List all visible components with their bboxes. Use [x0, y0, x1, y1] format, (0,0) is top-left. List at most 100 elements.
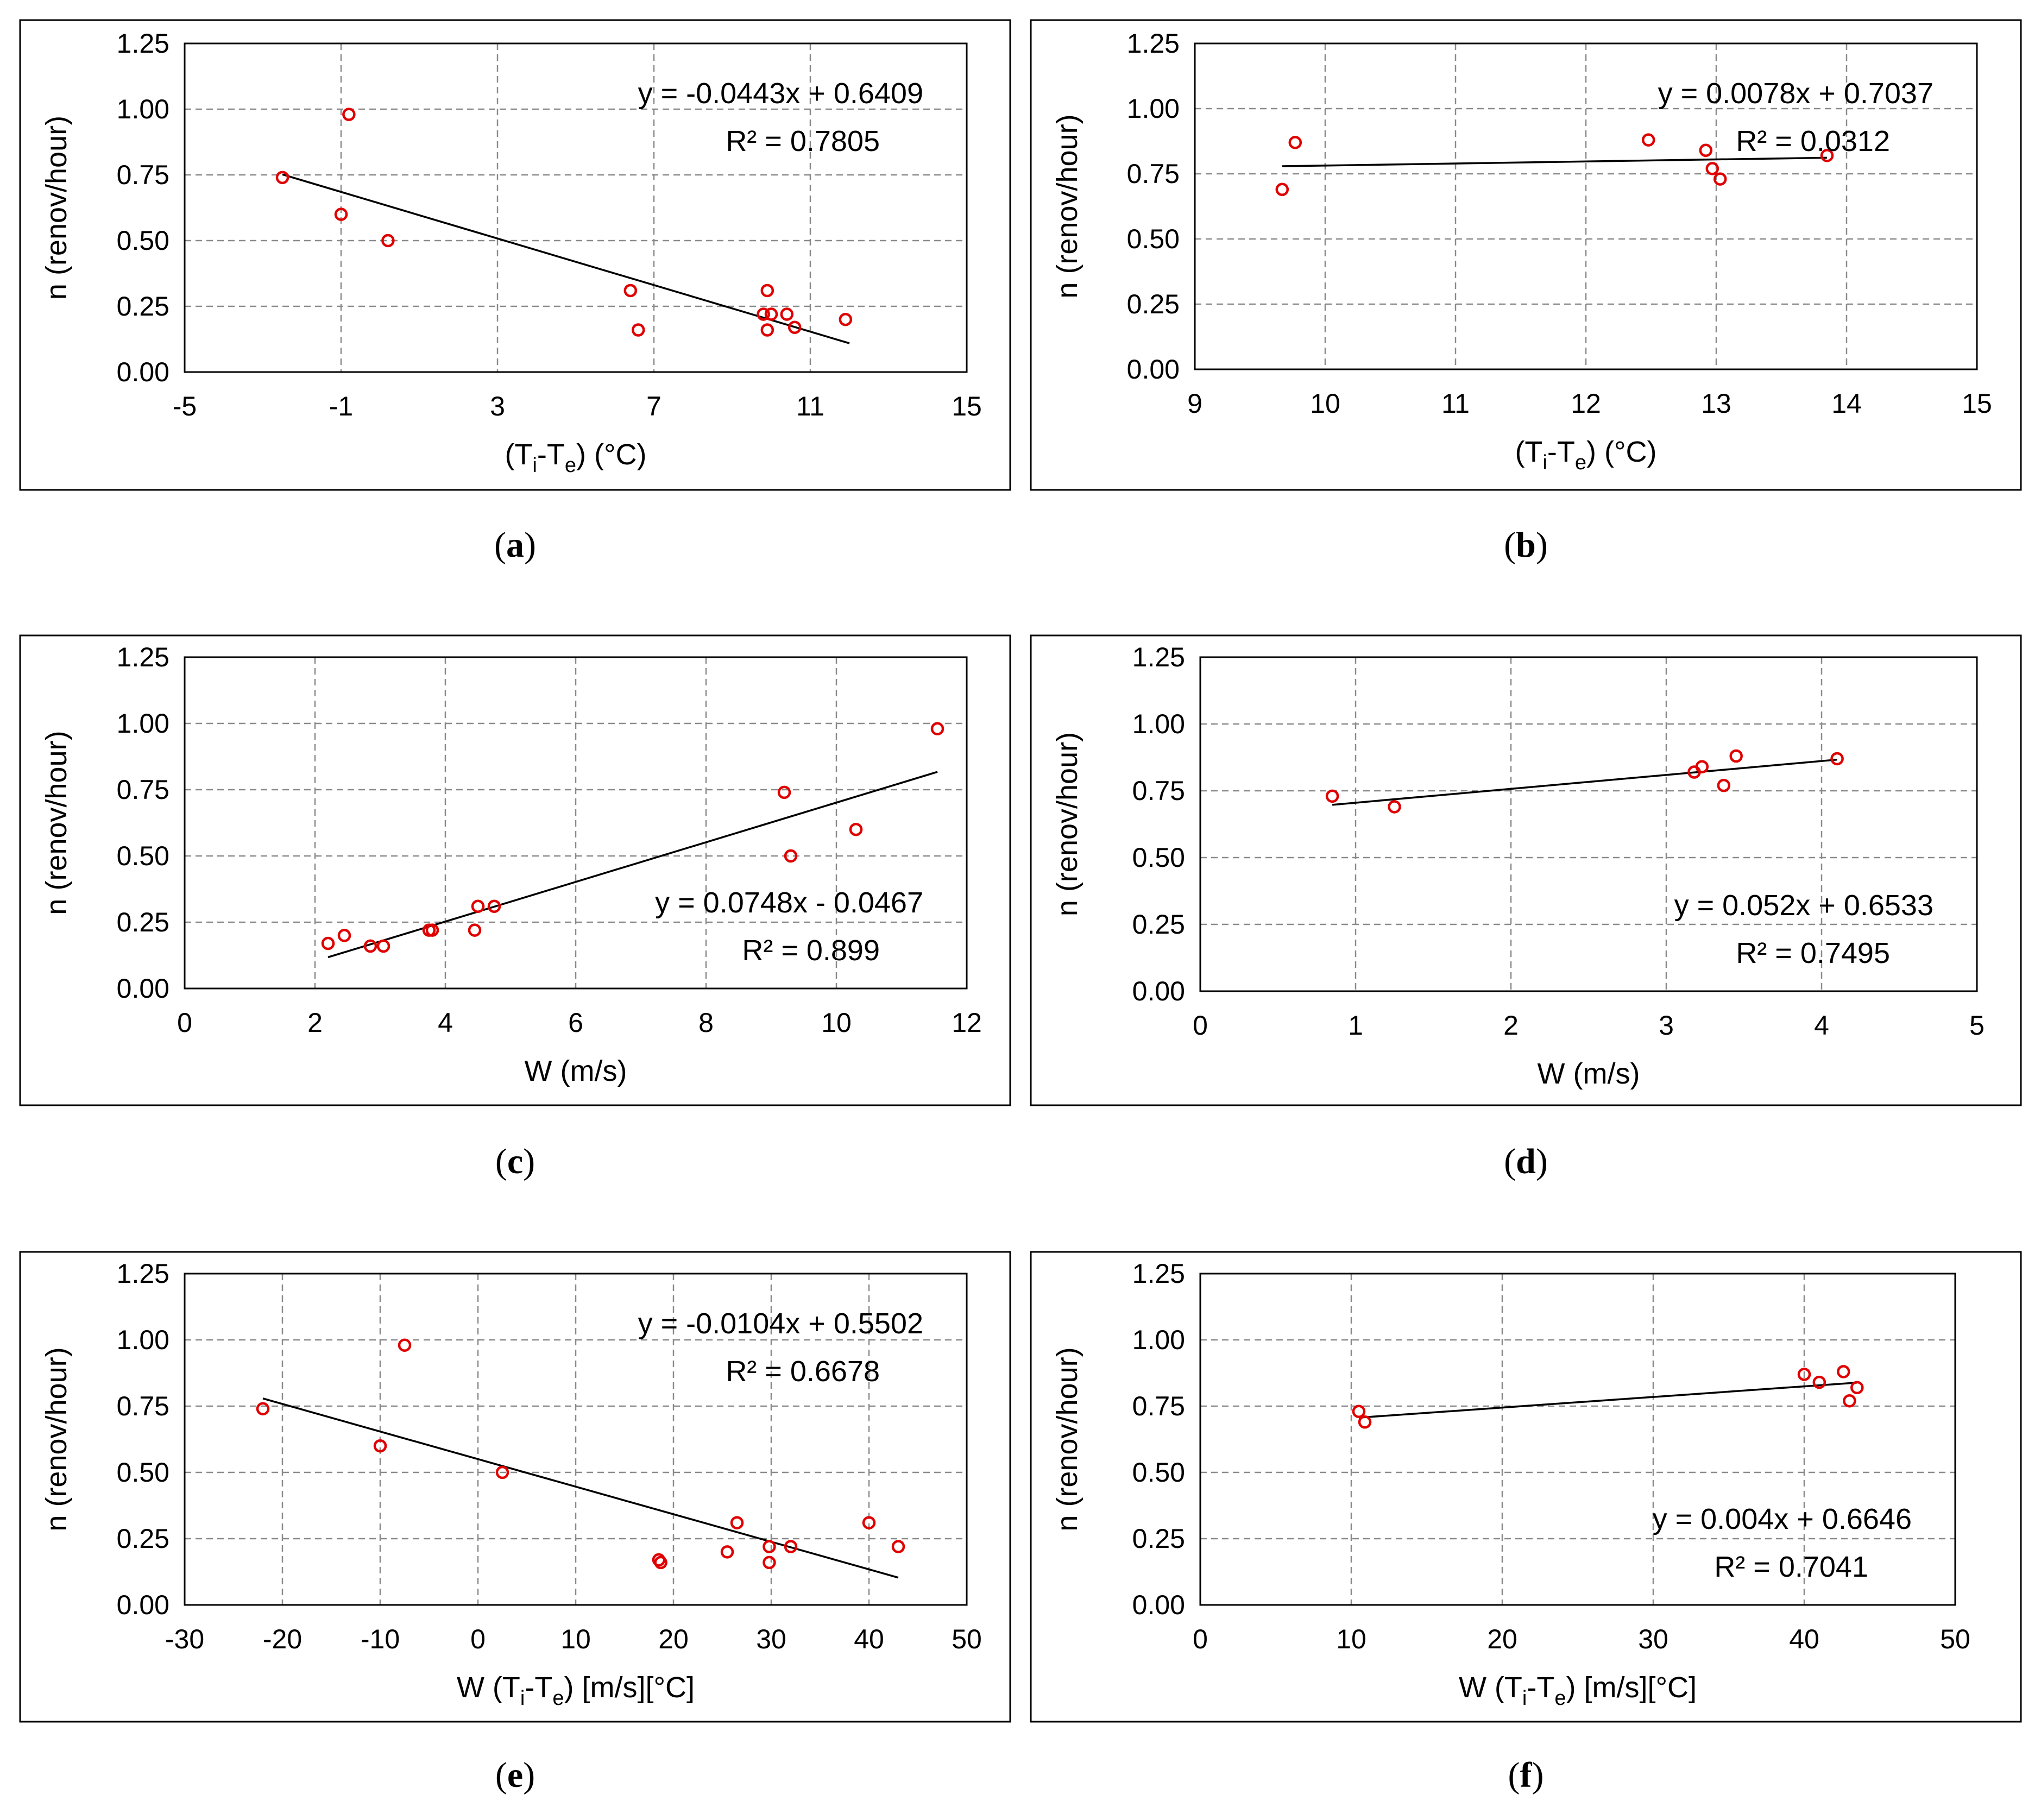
data-point	[760, 284, 774, 298]
chart-frame	[1030, 19, 2022, 491]
x-tick-label: 40	[854, 1624, 884, 1654]
data-point	[425, 923, 439, 937]
y-tick-label: 0.50	[117, 1457, 169, 1488]
x-axis-label-part: -T	[525, 1671, 552, 1704]
x-tick-label: -30	[165, 1624, 204, 1654]
r-squared-label: R² = 0.0312	[1736, 125, 1890, 158]
panel-caption: (d)	[1504, 1142, 1548, 1181]
data-point	[631, 323, 645, 337]
data-point	[720, 1545, 734, 1559]
caption-part: (	[495, 1142, 507, 1181]
y-tick-label: 0.75	[117, 160, 169, 190]
plot-area	[1194, 42, 1978, 370]
x-tick-label: 40	[1789, 1624, 1819, 1654]
y-tick-label: 1.00	[1132, 709, 1185, 739]
y-tick-label: 0.00	[117, 973, 169, 1004]
data-point	[839, 312, 853, 326]
x-tick-label: 2	[307, 1007, 323, 1038]
data-point	[321, 936, 335, 950]
x-tick-label: 12	[952, 1007, 982, 1038]
x-tick-label: -5	[173, 391, 197, 421]
trend-line	[1332, 758, 1837, 806]
x-tick-label: 10	[821, 1007, 852, 1038]
data-point	[849, 822, 863, 836]
y-tick-label: 0.50	[1127, 224, 1180, 254]
x-axis-label-subscript: i	[532, 454, 537, 477]
data-point	[1812, 1375, 1826, 1389]
x-axis-label: W (Ti-Te) [m/s][°C]	[457, 1671, 695, 1710]
data-point	[1820, 149, 1834, 162]
data-point	[780, 307, 794, 321]
caption-part: b	[1516, 525, 1536, 565]
data-point	[275, 171, 289, 185]
data-point	[1705, 162, 1719, 175]
x-axis-label-part: -T	[1527, 1671, 1554, 1704]
x-tick-label: 2	[1503, 1010, 1519, 1041]
y-tick-label: 1.00	[1127, 93, 1180, 124]
x-axis-label-subscript: e	[1554, 1687, 1566, 1710]
data-point	[1830, 752, 1844, 766]
data-point	[784, 1540, 798, 1553]
chart-panel-b: 9 10 11 12 13 14 15 0.00 0.25 0.50 0.75 1.00 1.25 n (…	[1030, 19, 2022, 565]
chart-panel-f: 0 10 20 30 40 50 0.00 0.25 0.50 0.75 1.00 1.25 n (re…	[1030, 1251, 2022, 1795]
data-point	[760, 323, 774, 337]
chart-frame	[1030, 634, 2022, 1106]
trend-equation: y = -0.0104x + 0.5502	[638, 1307, 923, 1340]
data-point	[256, 1402, 270, 1416]
trend-equation: y = 0.0078x + 0.7037	[1658, 77, 1933, 110]
y-tick-label: 0.75	[1132, 1391, 1185, 1421]
data-point	[784, 849, 798, 863]
data-point	[334, 207, 348, 221]
data-point	[1388, 800, 1401, 814]
x-axis-label: W (Ti-Te) [m/s][°C]	[1459, 1671, 1697, 1710]
x-tick-label: 3	[1659, 1010, 1674, 1041]
caption-part: e	[507, 1755, 523, 1795]
y-tick-label: 1.00	[1132, 1325, 1185, 1355]
caption-part: (	[1504, 1142, 1516, 1181]
x-axis-label-part: ) (°C)	[576, 438, 647, 471]
data-point	[1837, 1365, 1850, 1378]
caption-part: (	[495, 1755, 507, 1795]
caption-part: (	[1508, 1755, 1520, 1795]
x-axis-label-part: W (T	[457, 1671, 520, 1704]
caption-part: )	[523, 1142, 535, 1181]
y-tick-label: 0.00	[1132, 976, 1185, 1006]
y-axis-label: n (renov/hour)	[1051, 114, 1084, 298]
trend-line	[262, 1397, 899, 1579]
caption-part: )	[523, 1755, 535, 1795]
y-tick-label: 0.25	[117, 291, 169, 322]
data-point	[757, 307, 770, 321]
x-tick-label: 8	[698, 1007, 714, 1038]
data-point	[381, 234, 395, 248]
x-tick-label: 12	[1571, 388, 1601, 419]
y-tick-label: 1.25	[1132, 1258, 1185, 1289]
x-axis-label-subscript: e	[1575, 451, 1586, 474]
y-tick-label: 0.25	[1127, 289, 1180, 319]
data-point	[1699, 143, 1713, 158]
y-axis-label: n (renov/hour)	[40, 116, 73, 300]
data-point	[1717, 778, 1731, 792]
y-tick-label: 1.00	[117, 94, 169, 124]
data-point	[623, 284, 638, 298]
data-point	[1358, 1415, 1372, 1429]
data-point	[1275, 182, 1289, 197]
plot-area	[184, 656, 968, 990]
x-tick-label: 5	[1969, 1010, 1985, 1041]
data-point	[788, 320, 802, 334]
chart-frame	[1030, 1251, 2022, 1723]
x-axis-label-subscript: e	[552, 1687, 564, 1710]
x-tick-label: 20	[1487, 1624, 1517, 1654]
data-point	[763, 1540, 776, 1553]
x-tick-label: 50	[952, 1624, 982, 1654]
y-tick-label: 0.25	[117, 907, 169, 937]
y-tick-label: 0.00	[117, 1590, 169, 1620]
y-tick-label: 0.00	[117, 357, 169, 387]
data-point	[763, 1555, 776, 1570]
x-tick-label: 0	[1193, 1624, 1208, 1654]
data-point	[471, 899, 485, 913]
y-tick-label: 0.00	[1127, 354, 1180, 385]
data-point	[764, 307, 778, 321]
panel-caption: (b)	[1504, 525, 1548, 565]
y-tick-label: 1.25	[117, 1258, 169, 1289]
panel-caption: (f)	[1508, 1755, 1544, 1795]
